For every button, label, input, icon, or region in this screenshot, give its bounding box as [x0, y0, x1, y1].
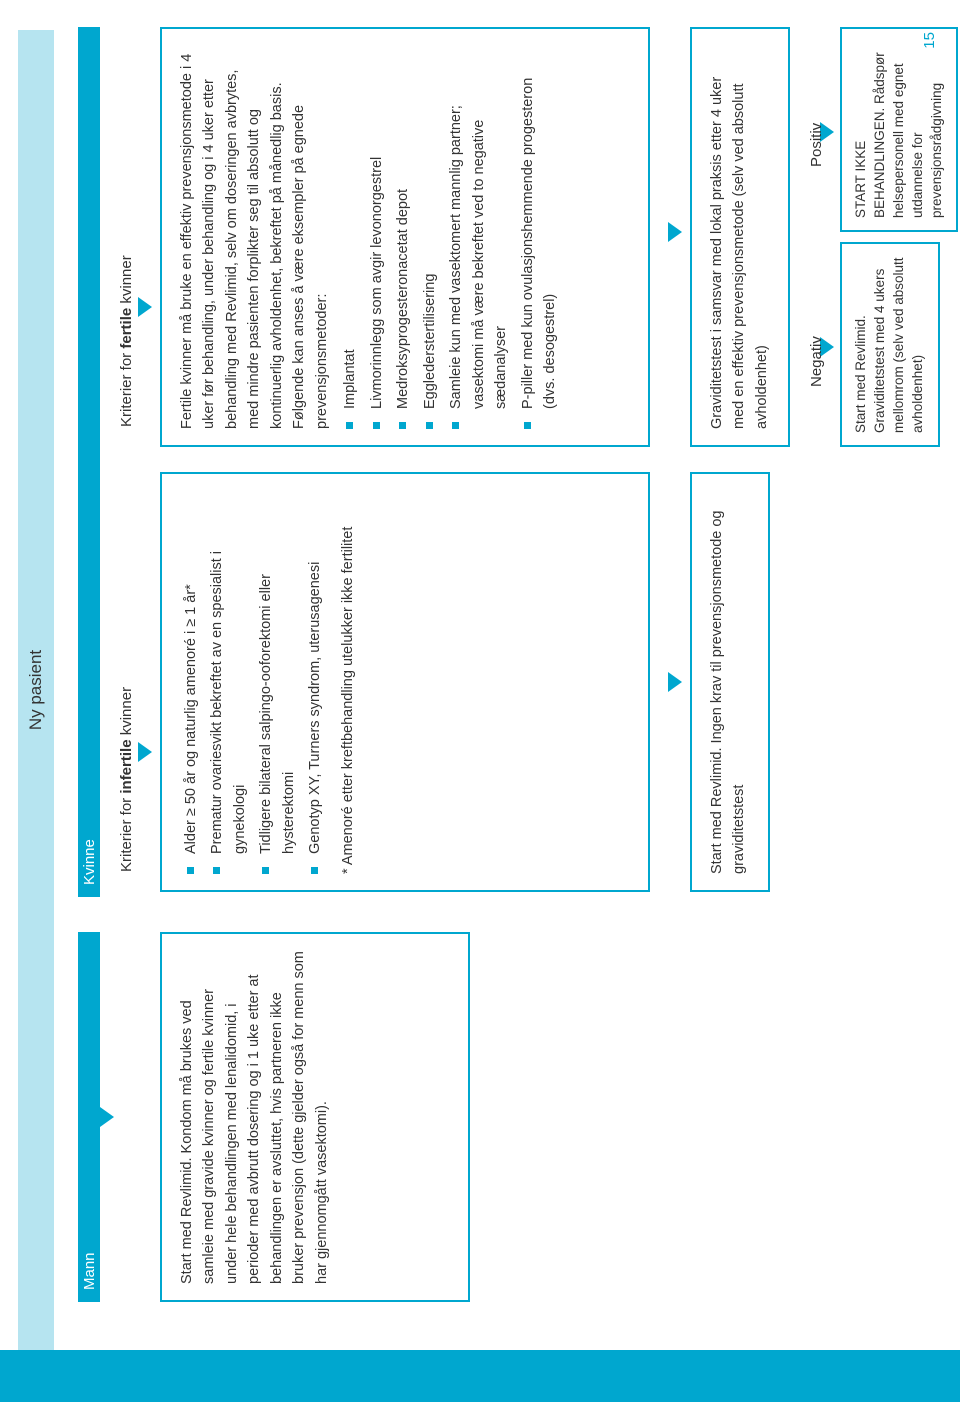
- positive-outcome-box: START IKKE BEHANDLINGEN. Rådspør helsepe…: [840, 27, 958, 232]
- fertile-action-box: Graviditetstest i samsvar med lokal prak…: [690, 27, 790, 447]
- negative-outcome-text: Start med Revlimid. Graviditetstest med …: [853, 257, 925, 433]
- list-item: Prematur ovariesvikt bekreftet av en spe…: [206, 490, 251, 874]
- arrow-down-icon: [668, 222, 682, 242]
- fertile-bullet-list: ImplantatLivmorinnlegg som avgir levonor…: [339, 45, 561, 429]
- mann-heading-bar: Mann: [78, 932, 100, 1302]
- infertile-criteria-label: Kriterier for infertile kvinner: [118, 687, 135, 872]
- mann-box-text: Start med Revlimid. Kondom må brukes ved…: [179, 951, 330, 1284]
- label-bold: infertile: [118, 739, 135, 793]
- positive-label: Positiv: [808, 123, 825, 167]
- label-prefix: Kriterier for: [118, 349, 135, 427]
- infertile-bullet-list: Alder ≥ 50 år og naturlig amenoré i ≥ 1 …: [180, 490, 327, 874]
- title-bar: Ny pasient: [18, 30, 54, 1350]
- arrow-down-icon: [138, 742, 152, 762]
- label-prefix: Kriterier for: [118, 794, 135, 872]
- list-item: Egglederstertilisering: [419, 45, 441, 429]
- fertile-criteria-label: Kriterier for fertile kvinner: [118, 255, 135, 427]
- list-item: P-piller med kun ovulasjonshemmende prog…: [517, 45, 562, 429]
- list-item: Medroksyprogesteronacetat depot: [392, 45, 414, 429]
- fertile-action-text: Graviditetstest i samsvar med lokal prak…: [709, 77, 770, 429]
- title-text: Ny pasient: [26, 650, 46, 730]
- label-bold: fertile: [118, 308, 135, 349]
- infertile-footnote: * Amenoré etter kreftbehandling utelukke…: [337, 490, 359, 874]
- list-item: Genotyp XY, Turners syndrom, uterusagene…: [304, 490, 326, 874]
- arrow-down-icon: [668, 672, 682, 692]
- infertile-action-text: Start med Revlimid. Ingen krav til preve…: [709, 511, 747, 874]
- infertile-box: Alder ≥ 50 år og naturlig amenoré i ≥ 1 …: [160, 472, 650, 892]
- list-item: Samleie kun med vasektomert mannlig part…: [445, 45, 512, 429]
- kvinne-heading-bar: Kvinne: [78, 27, 100, 897]
- label-suffix: kvinner: [118, 255, 135, 308]
- positive-outcome-text: START IKKE BEHANDLINGEN. Rådspør helsepe…: [853, 52, 944, 218]
- negative-outcome-box: Start med Revlimid. Graviditetstest med …: [840, 242, 940, 447]
- page-number: 15: [921, 32, 938, 49]
- kvinne-heading: Kvinne: [81, 839, 98, 885]
- left-stripe: [0, 1350, 960, 1402]
- list-item: Alder ≥ 50 år og naturlig amenoré i ≥ 1 …: [180, 490, 202, 874]
- list-item: Implantat: [339, 45, 361, 429]
- fertile-box: Fertile kvinner må bruke en effektiv pre…: [160, 27, 650, 447]
- infertile-action-box: Start med Revlimid. Ingen krav til preve…: [690, 472, 770, 892]
- mann-box: Start med Revlimid. Kondom må brukes ved…: [160, 932, 470, 1302]
- mann-heading: Mann: [81, 1252, 98, 1290]
- fertile-intro: Fertile kvinner må bruke en effektiv pre…: [176, 45, 333, 429]
- arrow-down-icon: [100, 1107, 114, 1127]
- arrow-down-icon: [138, 297, 152, 317]
- list-item: Livmorinnlegg som avgir levonorgestrel: [366, 45, 388, 429]
- flowchart-canvas: Ny pasient Mann Kvinne Kriterier for inf…: [0, 0, 960, 1402]
- negative-label: Negativ: [808, 336, 825, 387]
- list-item: Tidligere bilateral salpingo-ooforektomi…: [255, 490, 300, 874]
- label-suffix: kvinner: [118, 687, 135, 740]
